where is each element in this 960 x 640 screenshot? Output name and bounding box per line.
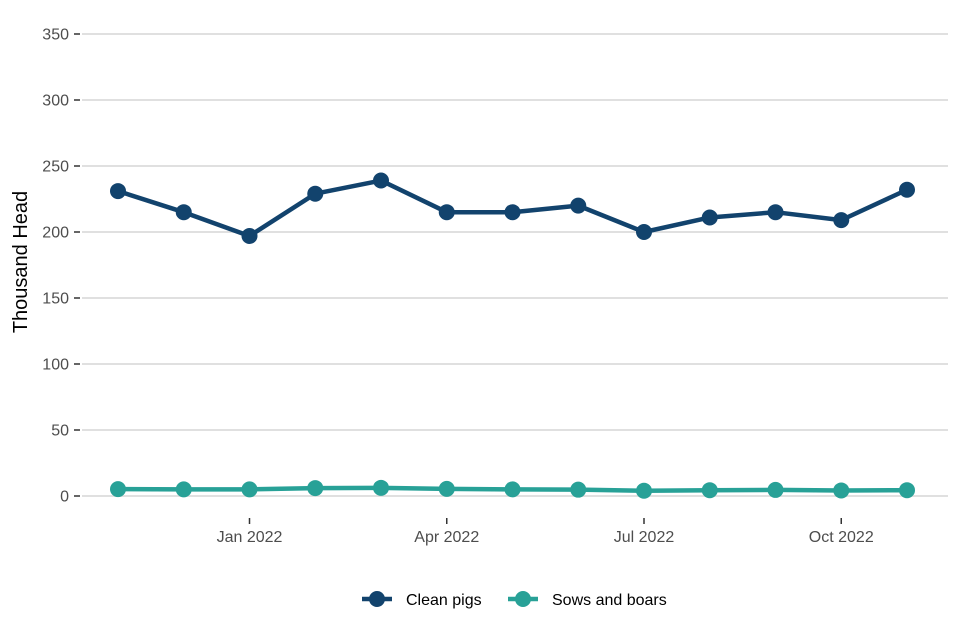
data-point-0-9 <box>701 209 718 226</box>
data-point-1-5 <box>438 480 455 497</box>
data-point-1-4 <box>373 479 389 496</box>
data-point-1-0 <box>110 481 126 498</box>
legend-label-1: Sows and boars <box>552 592 667 609</box>
data-point-0-4 <box>373 172 389 189</box>
data-point-0-5 <box>438 204 455 221</box>
data-point-0-10 <box>767 204 784 221</box>
y-axis: 0 50 100 150 200 250 300 350 <box>42 27 80 506</box>
x-axis: Jan 2022 Apr 2022 Jul 2022 Oct 2022 <box>217 518 874 546</box>
data-point-1-10 <box>767 481 784 498</box>
data-point-0-2 <box>241 227 258 244</box>
data-point-1-3 <box>307 480 324 497</box>
y-tick-label-300: 300 <box>42 93 69 110</box>
legend-marker-0 <box>369 591 385 607</box>
y-tick-label-150: 150 <box>42 291 69 308</box>
x-tick-label-2022-01: Jan 2022 <box>217 529 283 546</box>
x-tick-label-2022-04: Apr 2022 <box>414 529 479 546</box>
x-tick-label-2022-07: Jul 2022 <box>614 529 675 546</box>
data-point-1-1 <box>175 481 192 498</box>
data-point-0-8 <box>636 224 652 240</box>
y-tick-label-200: 200 <box>42 225 69 242</box>
y-axis-title: Thousand Head <box>10 191 32 333</box>
y-tick-label-0: 0 <box>60 489 69 506</box>
grid <box>82 33 948 497</box>
data-point-0-7 <box>570 197 587 214</box>
data-point-0-1 <box>175 204 192 221</box>
series-1 <box>110 479 915 499</box>
data-point-1-12 <box>899 482 915 499</box>
y-tick-label-350: 350 <box>42 27 69 44</box>
y-tick-label-100: 100 <box>42 357 69 374</box>
data-point-1-11 <box>833 482 850 499</box>
legend: Clean pigs Sows and boars <box>362 591 667 609</box>
x-tick-label-2022-10: Oct 2022 <box>809 529 874 546</box>
data-point-0-0 <box>110 183 126 200</box>
legend-marker-1 <box>515 591 531 607</box>
data-point-1-6 <box>504 481 521 498</box>
legend-item-1: Sows and boars <box>508 591 667 609</box>
data-point-1-9 <box>701 482 718 499</box>
y-tick-label-50: 50 <box>51 423 69 440</box>
data-point-1-2 <box>241 481 258 498</box>
legend-label-0: Clean pigs <box>406 592 482 609</box>
data-point-0-11 <box>833 212 850 229</box>
data-point-1-8 <box>636 482 652 499</box>
data-point-0-6 <box>504 204 521 221</box>
data-point-0-12 <box>899 181 915 198</box>
series-0 <box>110 172 915 244</box>
data-point-1-7 <box>570 481 587 498</box>
legend-item-0: Clean pigs <box>362 591 482 609</box>
y-tick-label-250: 250 <box>42 159 69 176</box>
data-point-0-3 <box>307 185 324 202</box>
series-group <box>110 172 915 499</box>
